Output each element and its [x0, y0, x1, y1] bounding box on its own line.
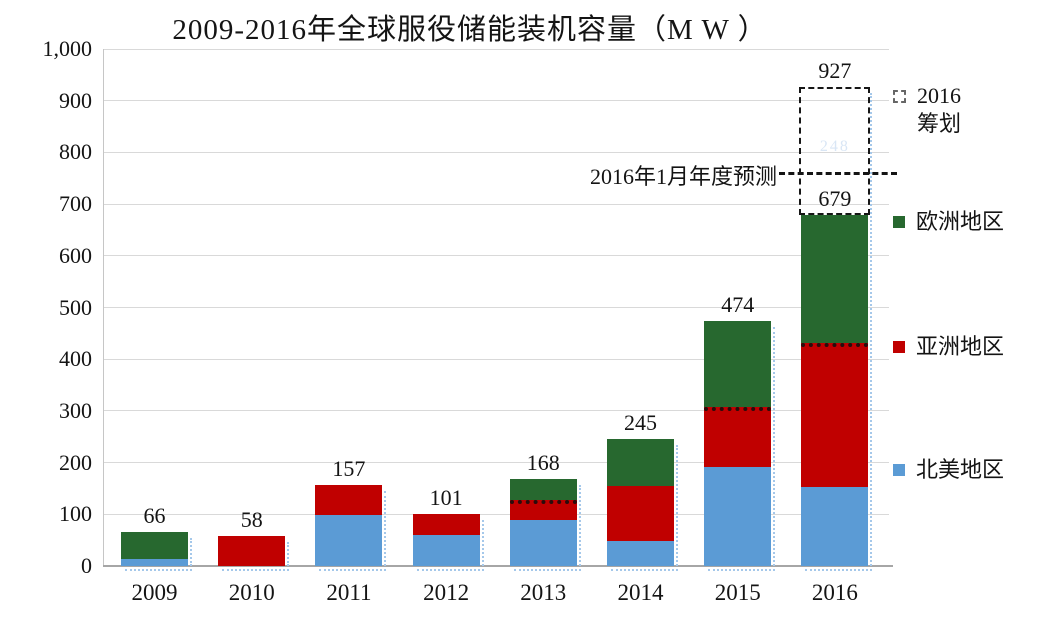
- bar-segment-north-america-2012: [412, 534, 480, 566]
- x-axis-label: 2009: [131, 580, 178, 605]
- gridline: [103, 462, 889, 464]
- bar-segment-north-america-2015: [704, 466, 772, 566]
- x-axis-label: 2014: [617, 580, 664, 605]
- bar-segment-asia-2014: [607, 485, 674, 541]
- asia-swatch-icon: [893, 341, 905, 353]
- bar-right-shadow: [287, 542, 290, 566]
- bar-bottom-shadow: [805, 569, 873, 571]
- gridline: [103, 100, 889, 102]
- planned-increment-faint-label: 248: [819, 137, 850, 155]
- y-axis-tick-label: 600: [59, 242, 92, 268]
- bar-right-shadow: [676, 445, 678, 566]
- bar-bottom-shadow: [611, 569, 678, 571]
- bar-segment-europe-2016: [801, 214, 869, 344]
- bar-segment-asia-2016: [801, 343, 869, 488]
- bar-total-label: 168: [526, 450, 560, 476]
- y-axis-line: [103, 49, 104, 566]
- legend-item-planned-2016: 2016 筹划: [893, 82, 961, 138]
- bar-right-shadow: [773, 326, 776, 566]
- x-axis-label: 2016: [811, 580, 858, 605]
- bar-segment-europe-2013: [509, 479, 577, 501]
- bar-total-label: 474: [721, 291, 755, 317]
- europe-swatch-icon: [893, 216, 905, 228]
- bar-total-label: 101: [429, 484, 463, 510]
- y-axis-tick-label: 900: [59, 87, 92, 113]
- bar-segment-north-america-2014: [607, 540, 674, 566]
- y-axis-tick-label: 800: [59, 139, 92, 165]
- legend-item-north-america: 北美地区: [893, 456, 1004, 484]
- forecast-dashed-line: [779, 171, 897, 175]
- bar-segment-asia-2012: [412, 513, 480, 535]
- bar-segment-north-america-2016: [801, 487, 869, 566]
- bar-right-shadow: [870, 92, 873, 566]
- chart-title: 2009-2016年全球服役储能装机容量（M W ）: [172, 14, 768, 46]
- y-axis-tick-label: 1,000: [42, 36, 93, 61]
- legend-label: 欧洲地区: [916, 209, 1005, 234]
- planned-2016-dashed-box: [799, 86, 871, 215]
- bar-right-shadow: [384, 490, 387, 566]
- bar-right-shadow: [578, 485, 581, 566]
- bar-segment-north-america-2013: [509, 519, 577, 566]
- x-axis-label: 2011: [326, 580, 372, 605]
- legend-label: 北美地区: [916, 457, 1005, 482]
- y-axis-tick-label: 500: [59, 294, 92, 320]
- gridline: [103, 203, 889, 205]
- x-axis-label: 2013: [520, 580, 567, 605]
- planned-total-label: 927: [818, 57, 852, 83]
- bar-total-label: 157: [332, 455, 366, 481]
- bar-segment-europe-2009: [121, 531, 188, 560]
- gridline: [103, 48, 889, 50]
- x-axis-label: 2012: [423, 580, 470, 605]
- legend-label: 2016 筹划: [917, 83, 962, 136]
- gridline: [103, 255, 889, 257]
- bar-bottom-shadow: [416, 569, 484, 571]
- bar-segment-asia-2011: [315, 484, 383, 515]
- y-axis-tick-label: 100: [59, 501, 92, 527]
- legend-item-asia: 亚洲地区: [893, 333, 1004, 361]
- bar-segment-asia-2015: [704, 406, 772, 467]
- bar-total-label: 679: [818, 185, 852, 211]
- x-axis-label: 2010: [228, 580, 275, 605]
- bar-bottom-shadow: [125, 569, 192, 571]
- x-axis-line: [103, 565, 893, 567]
- gridline: [103, 358, 889, 360]
- gridline: [103, 307, 889, 308]
- legend-label: 亚洲地区: [916, 334, 1005, 359]
- x-axis-label: 2015: [714, 580, 761, 605]
- bar-segment-asia-2013: [509, 500, 577, 520]
- bar-total-label: 66: [143, 502, 166, 528]
- bar-right-shadow: [481, 519, 484, 566]
- north-america-swatch-icon: [893, 464, 905, 476]
- bar-bottom-shadow: [513, 569, 581, 571]
- y-axis-tick-label: 400: [59, 346, 92, 372]
- forecast-annotation-label: 2016年1月年度预测: [589, 164, 777, 189]
- gridline: [103, 410, 889, 412]
- y-axis-tick-label: 700: [59, 191, 92, 217]
- gridline: [103, 151, 889, 153]
- legend-item-europe: 欧洲地区: [893, 208, 1004, 236]
- bar-segment-north-america-2011: [315, 514, 383, 566]
- dashed-square-icon: [893, 90, 906, 103]
- bar-segment-asia-2010: [218, 536, 286, 566]
- bar-bottom-shadow: [708, 569, 776, 571]
- y-axis-tick-label: 300: [59, 397, 92, 423]
- y-axis-tick-label: 200: [59, 449, 92, 475]
- bar-total-label: 245: [624, 410, 657, 436]
- bar-segment-europe-2015: [704, 320, 772, 407]
- y-axis-tick-label: 0: [81, 553, 92, 578]
- gridline: [103, 513, 889, 515]
- bar-total-label: 58: [240, 507, 263, 532]
- bar-segment-europe-2014: [607, 439, 674, 486]
- bar-segment-north-america-2009: [121, 559, 188, 566]
- bar-bottom-shadow: [319, 569, 387, 571]
- bar-right-shadow: [190, 537, 192, 566]
- bar-bottom-shadow: [222, 569, 290, 571]
